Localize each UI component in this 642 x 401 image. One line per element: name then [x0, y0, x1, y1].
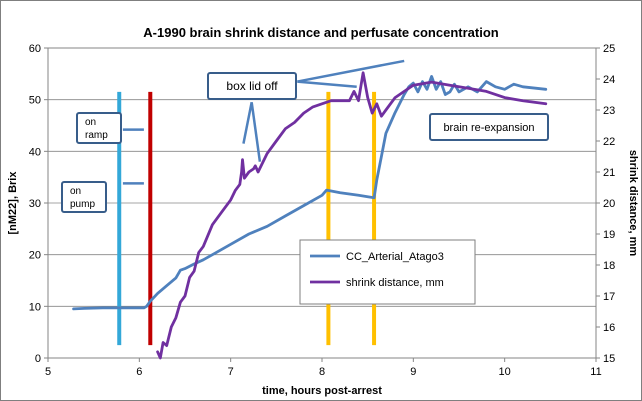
annotation-box: [61, 181, 107, 213]
x-axis-label: time, hours post-arrest: [262, 385, 382, 397]
x-tick-label: 5: [45, 366, 51, 378]
y-axis-left-ticks: 0 10 20 30 40 50 60: [29, 43, 48, 365]
callout-line: [297, 80, 357, 88]
y-axis-right-label: shrink distance, mm: [627, 150, 639, 257]
callout-line: [250, 102, 262, 162]
series-line-1: [156, 71, 548, 360]
y2-tick-label: 23: [603, 105, 615, 117]
x-tick-label: 7: [228, 366, 234, 378]
x-tick-label: 9: [410, 366, 416, 378]
annotation-text: box lid off: [226, 79, 278, 93]
y2-tick-label: 21: [603, 167, 615, 179]
callout-line: [242, 102, 253, 144]
y2-tick-label: 16: [603, 322, 615, 334]
legend-label: shrink distance, mm: [346, 277, 444, 289]
y-axis-right-ticks: 15 16 17 18 19 20 21 22 23 24 25: [596, 43, 615, 365]
series-group: [72, 71, 548, 360]
callout-lines: [122, 59, 405, 185]
annotation-text: ramp: [85, 130, 108, 141]
x-axis-ticks: 5 6 7 8 9 10 11: [45, 358, 602, 378]
y2-tick-label: 25: [603, 43, 615, 55]
y2-tick-label: 17: [603, 291, 615, 303]
y-axis-left-label: [nM22], Brix: [7, 171, 19, 235]
y2-tick-label: 19: [603, 229, 615, 241]
annotation-text: on: [85, 117, 96, 128]
y-tick-label: 40: [29, 146, 41, 158]
series-line-0: [72, 75, 548, 311]
annotation-text: on: [70, 186, 81, 197]
y2-tick-label: 22: [603, 136, 615, 148]
annotation-box: [429, 113, 549, 141]
y2-tick-label: 24: [603, 74, 615, 86]
annotation-box: [76, 112, 122, 144]
y-tick-label: 60: [29, 43, 41, 55]
annotation-text: brain re-expansion: [443, 122, 534, 134]
y-tick-label: 0: [35, 353, 41, 365]
y-tick-label: 30: [29, 198, 41, 210]
x-tick-label: 8: [319, 366, 325, 378]
x-tick-label: 10: [499, 366, 511, 378]
legend-box: [299, 239, 476, 305]
y-tick-label: 50: [29, 95, 41, 107]
annotations: on ramp on pump box lid off brain re-expansio…: [61, 72, 549, 271]
y2-tick-label: 20: [603, 198, 615, 210]
y2-tick-label: 18: [603, 260, 615, 272]
legend-label: CC_Arterial_Atago3: [346, 251, 444, 263]
y2-tick-label: 15: [603, 353, 615, 365]
annotation-text: pump: [70, 199, 95, 210]
y-tick-label: 20: [29, 250, 41, 262]
y-tick-label: 10: [29, 301, 41, 313]
x-tick-label: 11: [590, 366, 601, 378]
chart-title: A-1990 brain shrink distance and perfusa…: [143, 25, 498, 40]
callout-line: [297, 59, 405, 83]
annotation-box: [207, 72, 297, 100]
x-tick-label: 6: [136, 366, 142, 378]
